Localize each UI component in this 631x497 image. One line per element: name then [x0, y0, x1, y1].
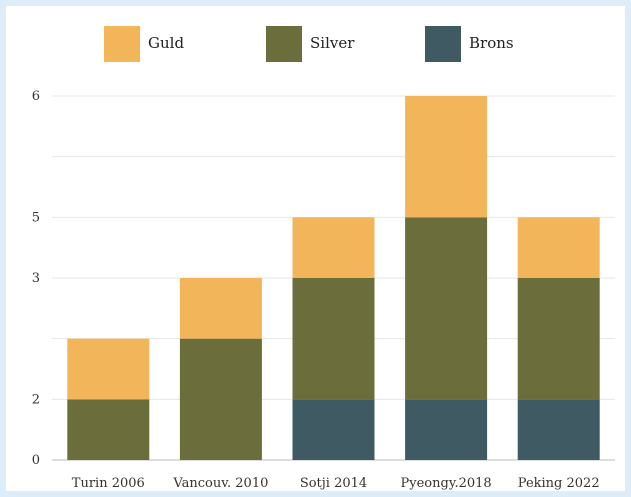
bar-guld-3 — [405, 96, 488, 218]
y-tick-label: 3 — [32, 271, 40, 286]
bar-silver-4 — [517, 278, 600, 400]
bar-guld-4 — [517, 217, 600, 278]
x-tick-label: Peking 2022 — [518, 476, 600, 491]
y-axis-ticks: 0 2 3 5 6 — [32, 89, 40, 468]
bars — [67, 96, 600, 460]
bar-silver-1 — [179, 338, 262, 460]
legend-swatch-brons — [425, 26, 461, 62]
legend-swatch-guld — [104, 26, 140, 62]
bar-guld-1 — [179, 278, 262, 339]
bar-silver-0 — [67, 399, 150, 460]
bar-brons-3 — [405, 399, 488, 460]
y-tick-label: 5 — [32, 210, 40, 225]
x-tick-label: Vancouv. 2010 — [172, 476, 268, 491]
bar-guld-2 — [292, 217, 375, 278]
y-tick-label: 6 — [32, 89, 40, 104]
bar-silver-2 — [292, 278, 375, 400]
x-tick-label: Turin 2006 — [72, 476, 145, 491]
legend-swatch-silver — [266, 26, 302, 62]
bar-guld-0 — [67, 338, 150, 400]
legend: Guld Silver Brons — [104, 26, 514, 62]
y-tick-label: 0 — [32, 453, 40, 468]
x-axis-ticks: Turin 2006 Vancouv. 2010 Sotji 2014 Pyeongy… — [72, 476, 600, 491]
x-tick-label: Pyeongy.2018 — [401, 476, 492, 491]
legend-label-guld: Guld — [148, 34, 184, 52]
bar-brons-4 — [517, 399, 600, 460]
legend-label-silver: Silver — [310, 34, 355, 52]
bar-brons-2 — [292, 399, 375, 460]
legend-label-brons: Brons — [469, 34, 514, 52]
x-tick-label: Sotji 2014 — [300, 476, 367, 491]
y-tick-label: 2 — [32, 392, 40, 407]
bar-silver-3 — [405, 217, 488, 400]
